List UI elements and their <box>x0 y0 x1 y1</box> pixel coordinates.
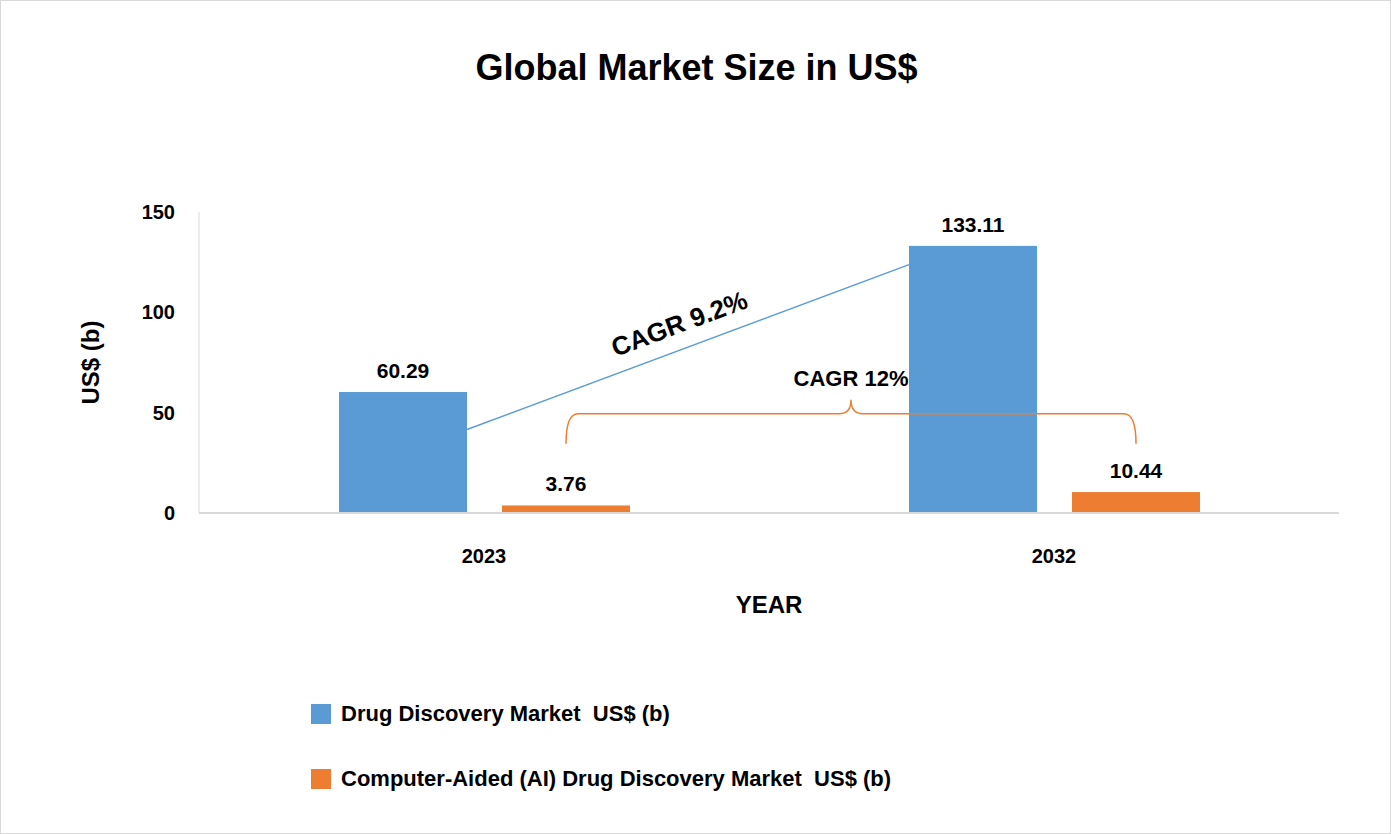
svg-text:60.29: 60.29 <box>377 359 430 382</box>
svg-text:50: 50 <box>153 402 175 424</box>
svg-text:CAGR 9.2%: CAGR 9.2% <box>607 285 752 363</box>
html-text:Global Market Size in US$: Global Market Size in US$ <box>475 47 918 88</box>
svg-text:US$ (b): US$ (b) <box>77 321 104 405</box>
svg-text:100: 100 <box>142 301 175 323</box>
svg-text:0: 0 <box>164 502 175 524</box>
svg-text:YEAR: YEAR <box>736 591 803 618</box>
svg-text:10.44: 10.44 <box>1110 459 1163 482</box>
svg-text:133.11: 133.11 <box>941 213 1004 236</box>
svg-text:3.76: 3.76 <box>546 472 587 495</box>
html-text:Drug Discovery Market US$ (b): Drug Discovery Market US$ (b) <box>341 701 670 726</box>
svg-text:2023: 2023 <box>462 545 507 567</box>
svg-text:CAGR 12%: CAGR 12% <box>794 366 909 391</box>
svg-text:150: 150 <box>142 201 175 223</box>
svg-text:2032: 2032 <box>1032 545 1077 567</box>
html-text:Computer-Aided (AI) Drug Disco: Computer-Aided (AI) Drug Discovery Marke… <box>341 766 892 791</box>
